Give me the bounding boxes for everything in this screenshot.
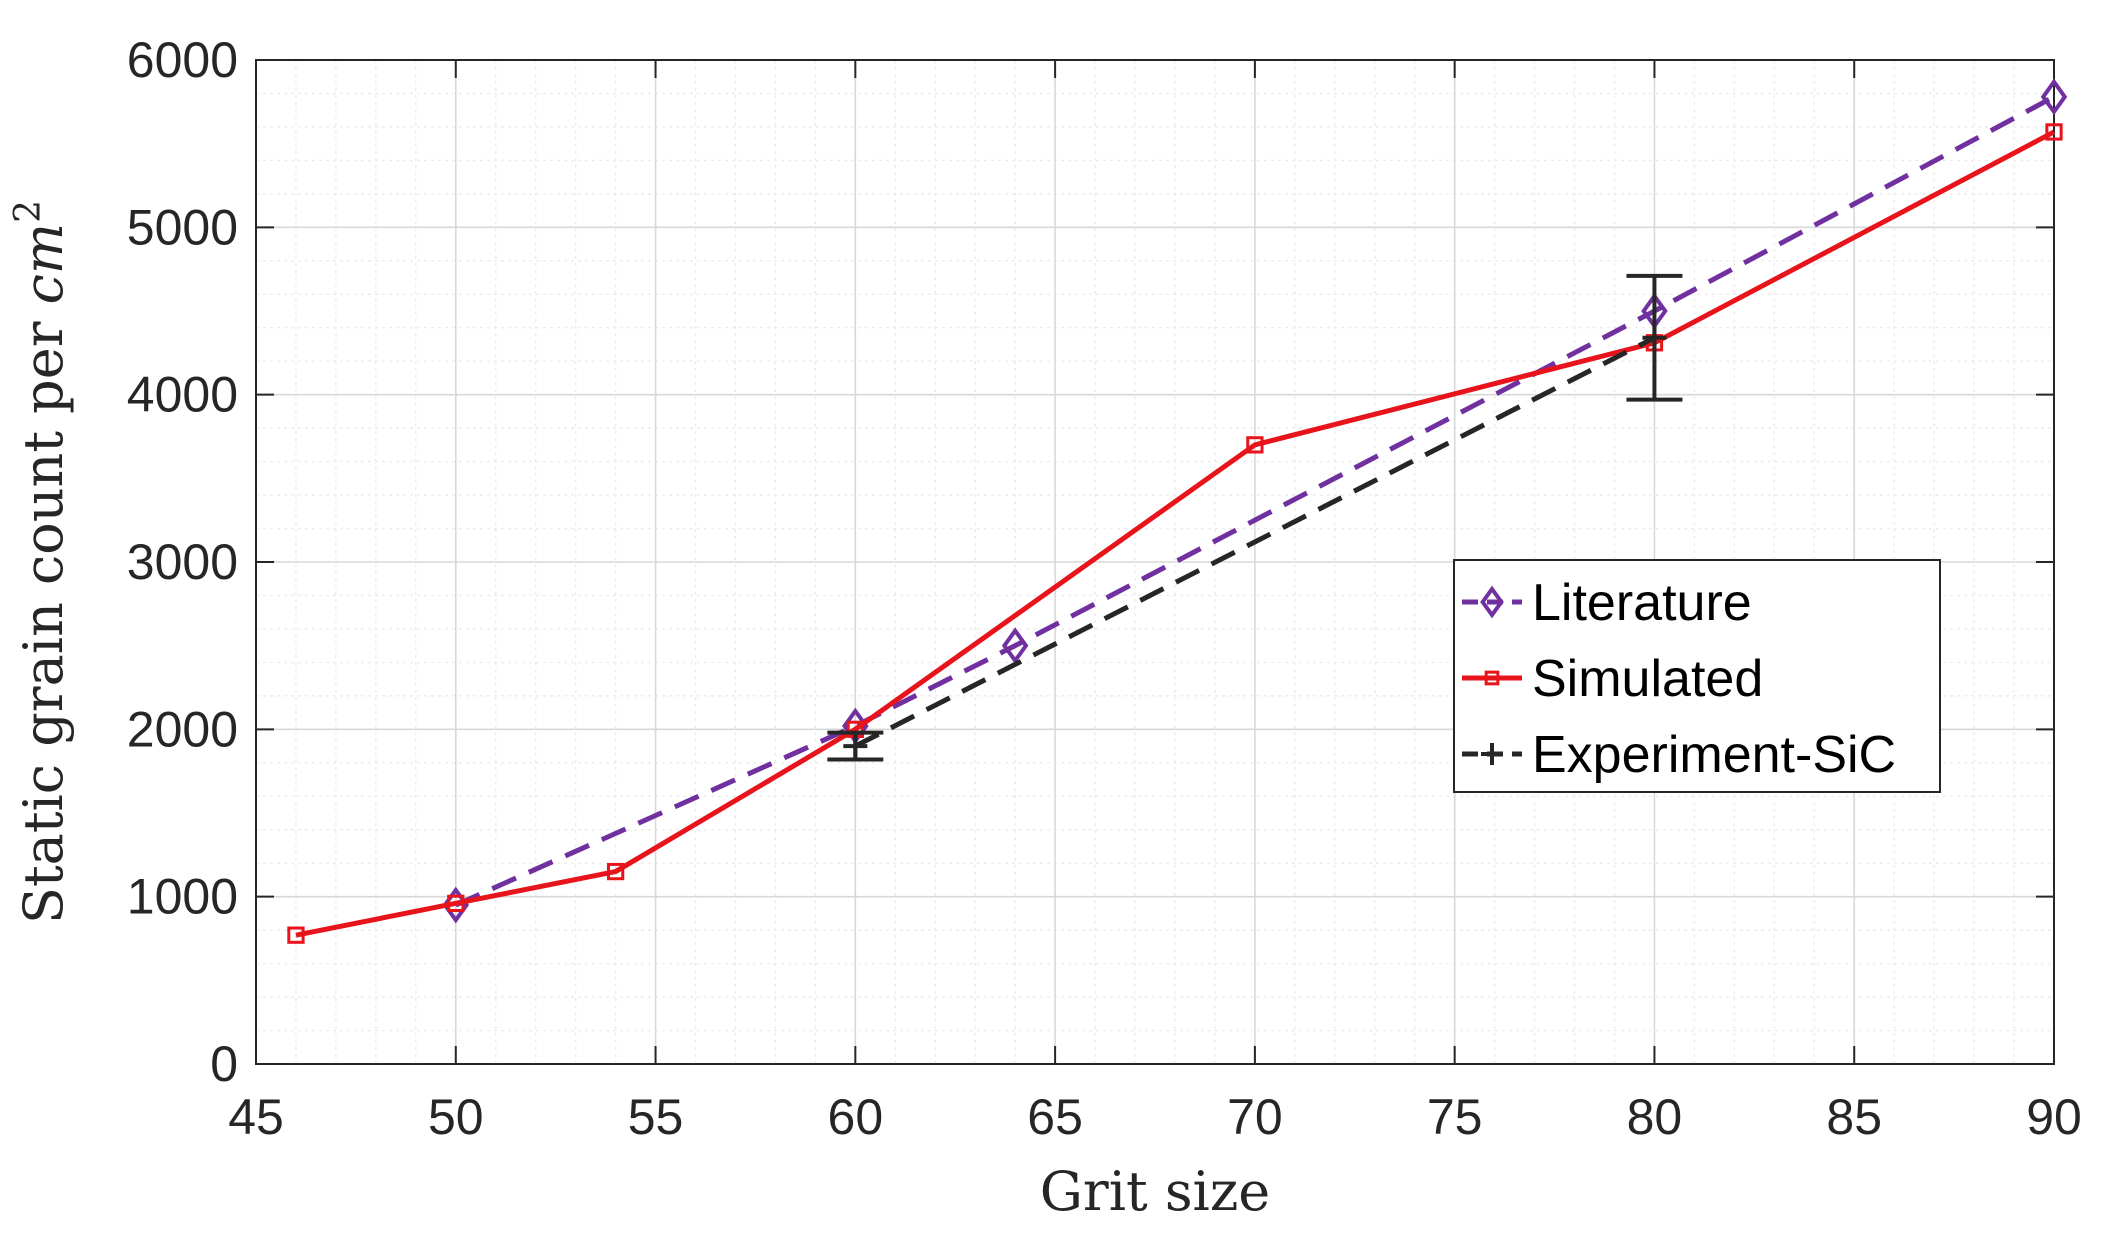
legend-item-simulated: Simulated: [1462, 650, 1763, 708]
y-tick-label: 3000: [127, 534, 238, 590]
legend-label-simulated: Simulated: [1532, 650, 1763, 708]
x-tick-label: 60: [828, 1089, 884, 1145]
simulated-marker: [447, 894, 465, 913]
y-axis-title-text: Static grain count per: [12, 304, 75, 924]
experiment-series: [827, 273, 1683, 762]
y-tick-label: 5000: [127, 199, 238, 255]
y-tick-label: 0: [210, 1036, 238, 1092]
legend-item-literature: Literature: [1462, 574, 1752, 632]
y-tick-label: 2000: [127, 701, 238, 757]
literature-line: [454, 94, 2056, 908]
x-tick-label: 85: [1826, 1089, 1882, 1145]
experiment-marker: [1481, 743, 1503, 765]
x-tick-label: 45: [228, 1089, 284, 1145]
literature-marker: [1480, 585, 1504, 619]
x-axis-title: Grit size: [1040, 1160, 1270, 1223]
simulated-marker: [287, 926, 305, 944]
y-tick-label: 4000: [127, 367, 238, 423]
x-tick-label: 70: [1227, 1089, 1283, 1145]
y-tick-label: 1000: [127, 869, 238, 925]
experiment-line: [854, 335, 1656, 749]
y-tick-label: 6000: [127, 32, 238, 88]
x-tick-label: 75: [1427, 1089, 1483, 1145]
simulated-marker: [1246, 436, 1264, 454]
literature-marker: [2040, 78, 2068, 116]
x-tick-label: 50: [428, 1089, 484, 1145]
experiment-marker: [1642, 325, 1667, 350]
y-axis-title-unit: cm: [12, 223, 75, 304]
simulated-marker: [606, 862, 625, 881]
y-axis-title-exponent: 2: [8, 200, 49, 223]
series-layer: [287, 78, 2068, 944]
experiment-marker: [843, 734, 868, 759]
axis-ticks: [255, 59, 2055, 1065]
x-tick-label: 65: [1027, 1089, 1083, 1145]
x-tick-labels: 45 50 55 60 65 70 75 80 85 90: [228, 1089, 2082, 1145]
x-tick-label: 80: [1627, 1089, 1683, 1145]
simulated-marker: [2045, 123, 2063, 141]
y-tick-labels: 0 1000 2000 3000 4000 5000 6000: [127, 32, 238, 1092]
simulated-marker: [1484, 670, 1500, 686]
legend-label-literature: Literature: [1532, 574, 1752, 632]
literature-marker: [1001, 627, 1029, 665]
legend-box: [1453, 559, 1941, 793]
y-axis-title: Static grain count per cm2: [8, 200, 75, 924]
legend-item-experiment: Experiment-SiC: [1462, 726, 1896, 784]
x-tick-label: 90: [2026, 1089, 2082, 1145]
x-tick-label: 55: [628, 1089, 684, 1145]
legend-label-experiment: Experiment-SiC: [1532, 726, 1896, 784]
legend: Literature Simulated Experiment-SiC: [1453, 559, 1941, 793]
